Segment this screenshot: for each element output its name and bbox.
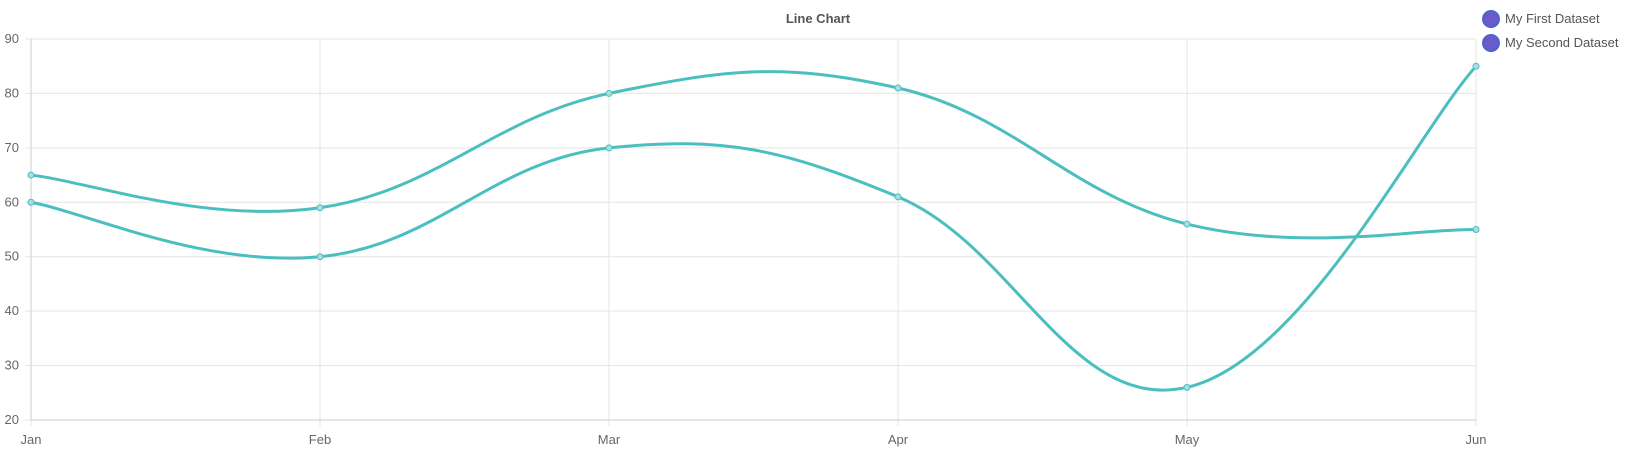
legend-label: My First Dataset — [1505, 11, 1600, 26]
data-point[interactable] — [894, 84, 902, 92]
series-line — [29, 64, 1478, 392]
series-2 — [27, 62, 1480, 392]
y-tick-label: 70 — [5, 140, 19, 155]
data-point[interactable] — [27, 198, 35, 206]
data-point[interactable] — [605, 89, 613, 97]
x-tick-label: Jun — [1466, 432, 1487, 447]
legend-item[interactable]: My First Dataset — [1482, 10, 1600, 28]
x-tick-label: Mar — [598, 432, 621, 447]
x-tick-label: Jan — [21, 432, 42, 447]
x-tick-label: May — [1175, 432, 1200, 447]
legend-item[interactable]: My Second Dataset — [1482, 34, 1619, 52]
series-1 — [27, 70, 1480, 240]
axes: 20 30 40 50 60 70 80 90 Jan Feb Mar Apr May Jun — [5, 31, 1487, 447]
legend-swatch — [1482, 34, 1500, 52]
y-tick-label: 30 — [5, 358, 19, 373]
legend-label: My Second Dataset — [1505, 35, 1619, 50]
y-tick-label: 90 — [5, 31, 19, 46]
data-point[interactable] — [605, 144, 613, 152]
data-point[interactable] — [316, 253, 324, 261]
data-point[interactable] — [1472, 226, 1480, 233]
data-point[interactable] — [894, 193, 902, 201]
data-point[interactable] — [1472, 62, 1480, 70]
data-point[interactable] — [316, 204, 324, 212]
series-group — [27, 62, 1480, 392]
y-tick-label: 60 — [5, 194, 19, 209]
x-tick-label: Feb — [309, 432, 331, 447]
y-tick-label: 40 — [5, 303, 19, 318]
data-point[interactable] — [1183, 383, 1191, 391]
legend: My First Dataset My Second Dataset — [1482, 10, 1619, 52]
series-line — [29, 70, 1478, 240]
x-tick-label: Apr — [888, 432, 909, 447]
grid-lines — [25, 38, 1477, 426]
legend-swatch — [1482, 10, 1500, 28]
y-tick-label: 20 — [5, 412, 19, 427]
data-point[interactable] — [1183, 220, 1191, 228]
y-tick-label: 50 — [5, 249, 19, 264]
data-point[interactable] — [27, 171, 35, 179]
chart-title: Line Chart — [786, 11, 851, 26]
y-tick-label: 80 — [5, 85, 19, 100]
